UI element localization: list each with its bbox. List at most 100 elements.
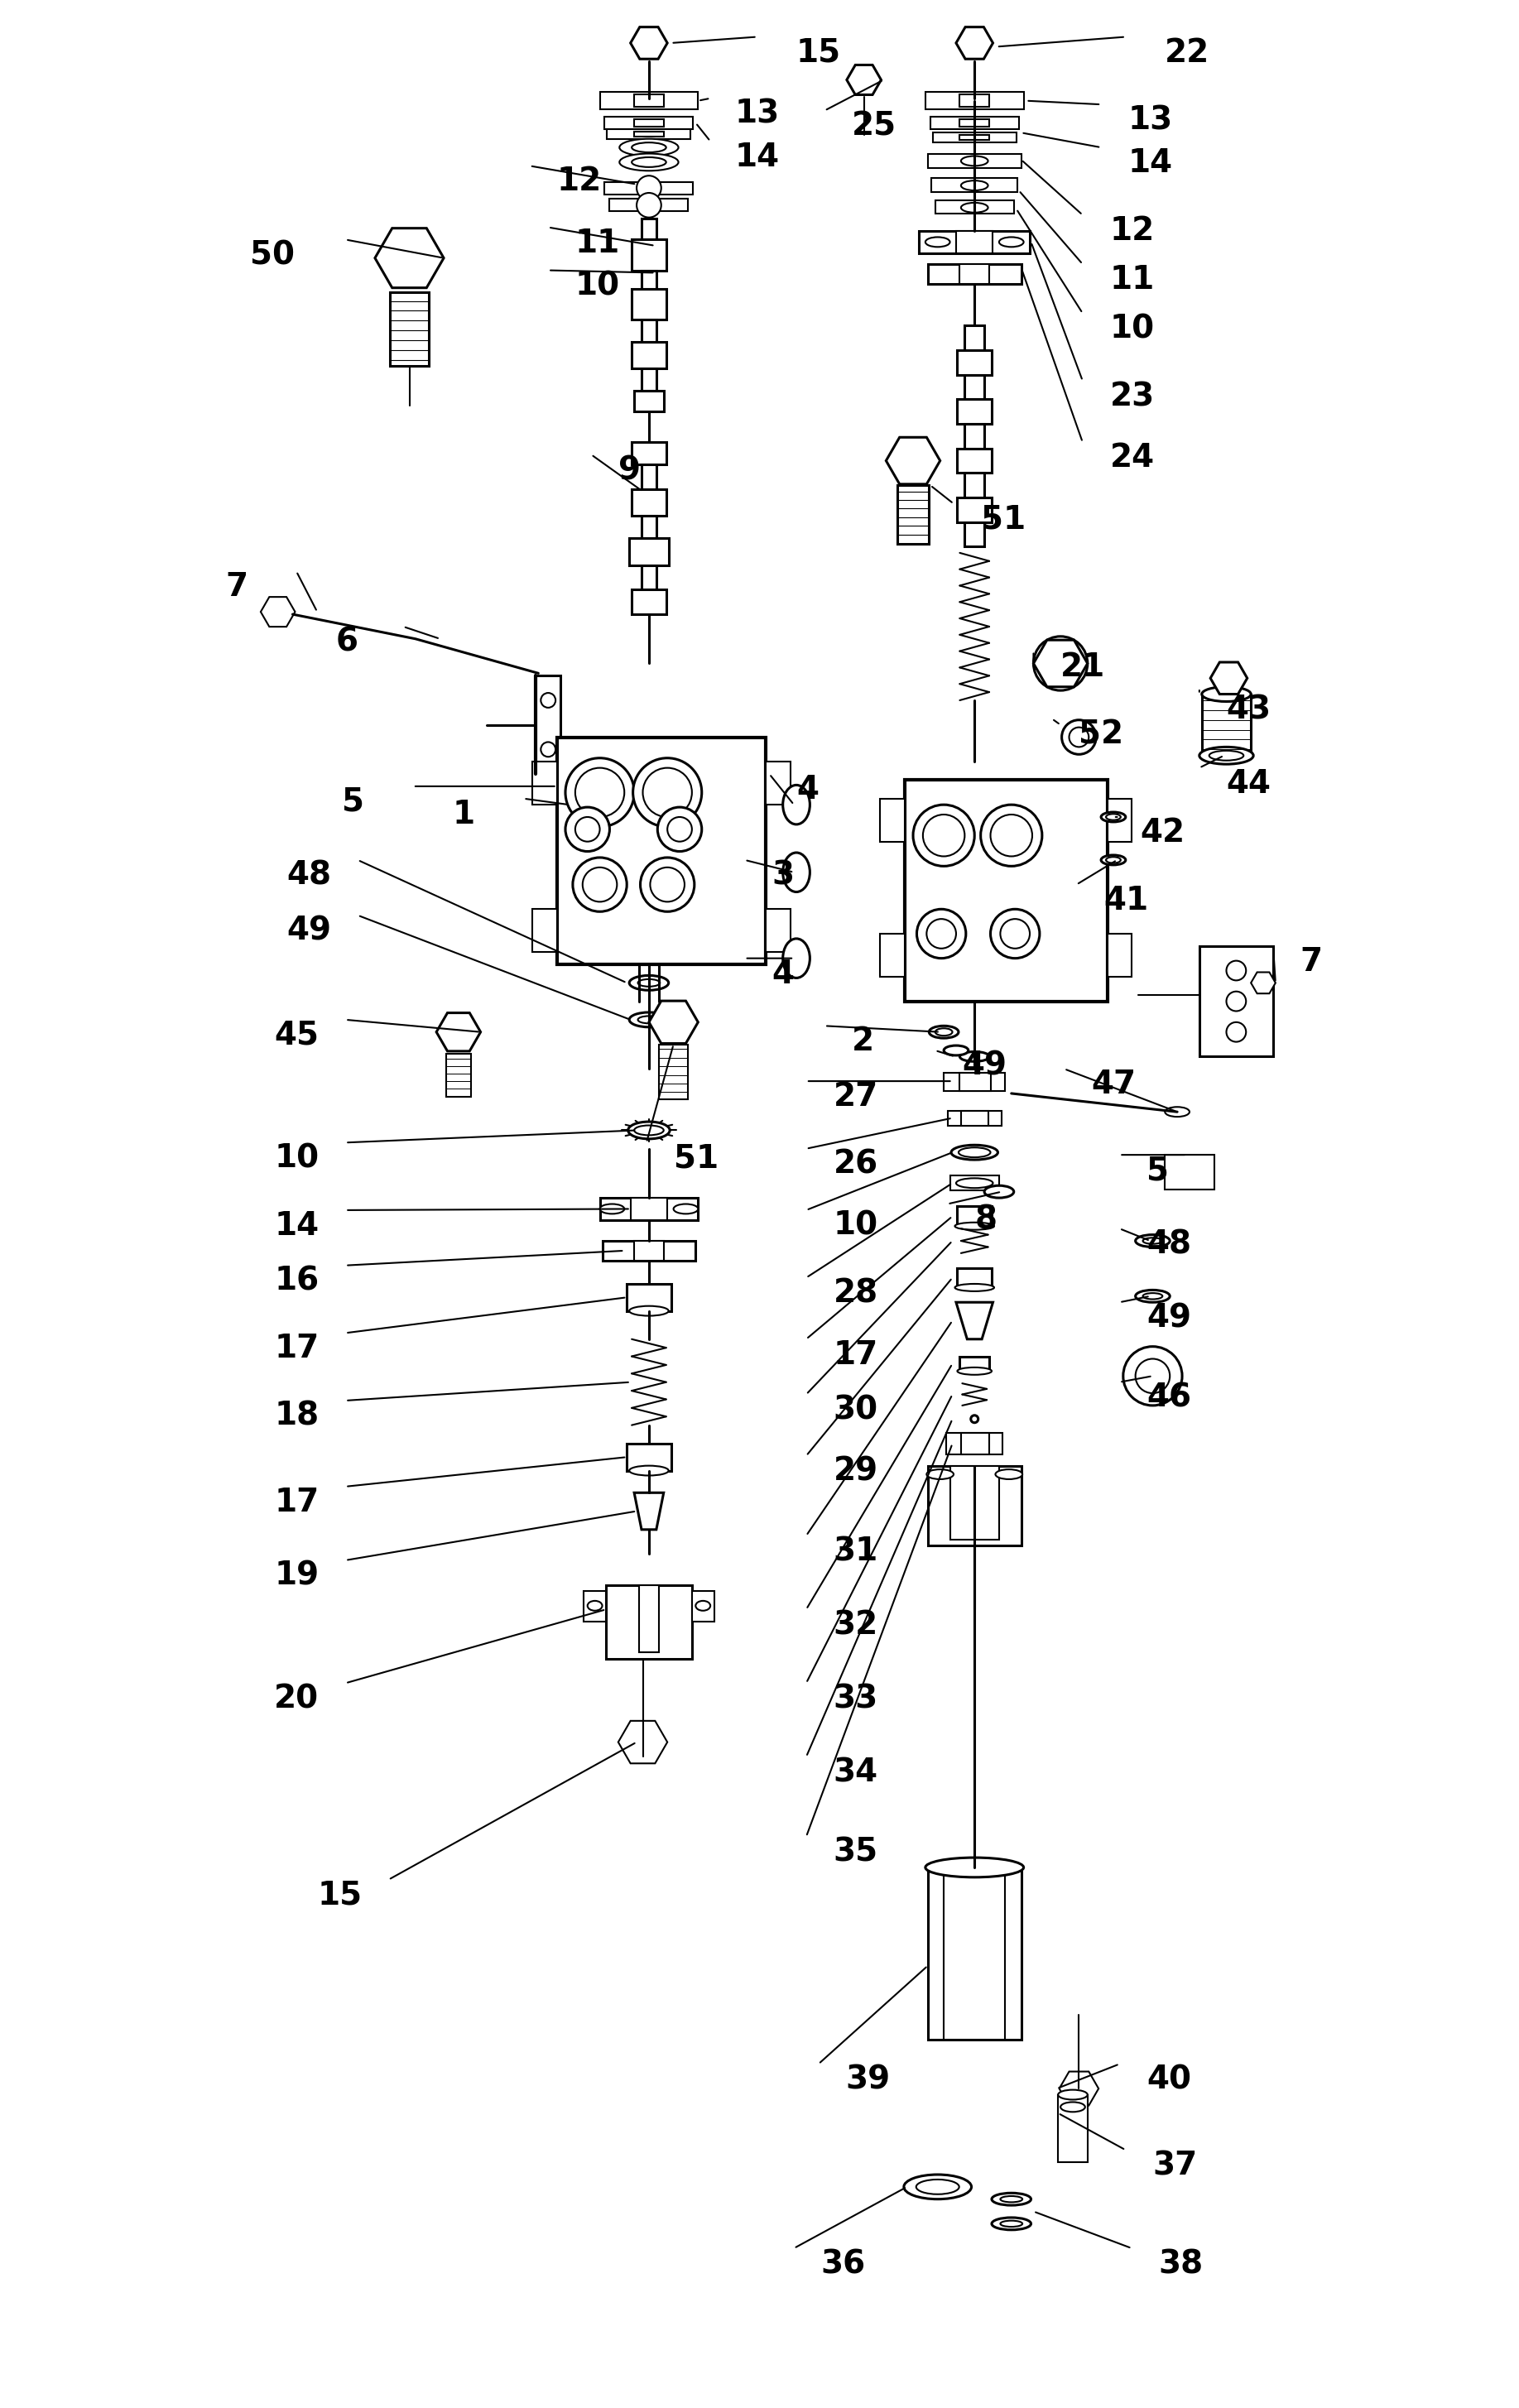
Ellipse shape: [962, 202, 987, 212]
Ellipse shape: [1209, 751, 1244, 761]
Bar: [1202, 694, 1252, 756]
Ellipse shape: [995, 1469, 1022, 1479]
Circle shape: [990, 910, 1039, 958]
Text: 10: 10: [1110, 313, 1154, 344]
Bar: [946, 1433, 1003, 1454]
Bar: [536, 677, 561, 773]
Circle shape: [583, 867, 617, 901]
Bar: [965, 325, 984, 349]
Bar: [639, 1584, 659, 1652]
Text: 13: 13: [735, 99, 779, 130]
Bar: [532, 910, 557, 951]
Circle shape: [636, 176, 661, 200]
Bar: [949, 1466, 1000, 1539]
Bar: [928, 1466, 1021, 1546]
Bar: [948, 1110, 1001, 1125]
Bar: [957, 1206, 992, 1226]
Bar: [1107, 934, 1132, 978]
Text: 21: 21: [1060, 650, 1106, 681]
Text: 40: 40: [1147, 2064, 1191, 2095]
Bar: [919, 231, 1030, 253]
Text: 27: 27: [834, 1081, 878, 1112]
Text: 20: 20: [275, 1683, 319, 1714]
Bar: [965, 376, 984, 400]
Ellipse shape: [696, 1601, 711, 1611]
Bar: [632, 489, 667, 515]
Ellipse shape: [1106, 857, 1121, 862]
Bar: [609, 200, 688, 212]
Text: 39: 39: [846, 2064, 890, 2095]
Bar: [960, 118, 989, 128]
Text: 5: 5: [342, 787, 365, 819]
Bar: [641, 566, 656, 590]
Bar: [1165, 1156, 1214, 1190]
Text: 37: 37: [1153, 2150, 1197, 2182]
Bar: [925, 92, 1024, 108]
Polygon shape: [1033, 641, 1088, 686]
Text: 4: 4: [772, 958, 794, 990]
Bar: [606, 1584, 693, 1659]
Circle shape: [1062, 720, 1097, 754]
Bar: [635, 1240, 664, 1259]
Bar: [635, 94, 664, 106]
Polygon shape: [846, 65, 881, 94]
Circle shape: [1226, 1021, 1246, 1043]
Ellipse shape: [620, 154, 679, 171]
Ellipse shape: [600, 1204, 624, 1214]
Text: 18: 18: [275, 1401, 319, 1433]
Circle shape: [1226, 961, 1246, 980]
Circle shape: [667, 816, 693, 840]
Bar: [627, 1283, 671, 1310]
Ellipse shape: [960, 1052, 989, 1062]
Polygon shape: [618, 1722, 667, 1763]
Bar: [583, 1592, 606, 1621]
Bar: [641, 219, 656, 238]
Text: 47: 47: [1091, 1069, 1136, 1100]
Text: 49: 49: [1147, 1303, 1191, 1334]
Bar: [949, 1175, 1000, 1190]
Bar: [608, 130, 691, 140]
Bar: [962, 1110, 987, 1125]
Ellipse shape: [936, 1028, 952, 1035]
Ellipse shape: [955, 1283, 993, 1291]
Text: 7: 7: [1300, 946, 1323, 978]
Circle shape: [650, 867, 685, 901]
Bar: [904, 780, 1107, 1002]
Circle shape: [576, 768, 624, 816]
Bar: [632, 238, 667, 270]
Ellipse shape: [632, 157, 667, 166]
Text: 17: 17: [275, 1334, 319, 1365]
Text: 48: 48: [1147, 1228, 1191, 1259]
Ellipse shape: [1106, 814, 1121, 821]
Polygon shape: [955, 1303, 993, 1339]
Bar: [960, 1072, 990, 1091]
Text: 13: 13: [1129, 104, 1173, 135]
Text: 14: 14: [275, 1211, 319, 1243]
Circle shape: [1045, 648, 1075, 679]
Bar: [635, 390, 664, 412]
Circle shape: [917, 910, 966, 958]
Ellipse shape: [635, 1125, 664, 1134]
Bar: [943, 1869, 1006, 2040]
Bar: [931, 178, 1018, 193]
Ellipse shape: [955, 1178, 993, 1187]
Text: 2: 2: [852, 1026, 873, 1057]
Bar: [641, 515, 656, 537]
Bar: [928, 265, 1021, 284]
Ellipse shape: [1202, 686, 1252, 701]
Bar: [635, 118, 664, 128]
Bar: [605, 116, 693, 130]
Bar: [928, 1869, 1021, 2040]
Ellipse shape: [638, 1016, 659, 1023]
Ellipse shape: [930, 1026, 958, 1038]
Text: 35: 35: [834, 1837, 878, 1869]
Text: 44: 44: [1226, 768, 1271, 799]
Bar: [965, 472, 984, 498]
Ellipse shape: [951, 1146, 998, 1161]
Bar: [960, 265, 989, 284]
Bar: [659, 1045, 688, 1100]
Text: 15: 15: [796, 36, 842, 67]
Text: 25: 25: [852, 111, 896, 142]
Ellipse shape: [782, 852, 810, 891]
Bar: [960, 94, 989, 106]
